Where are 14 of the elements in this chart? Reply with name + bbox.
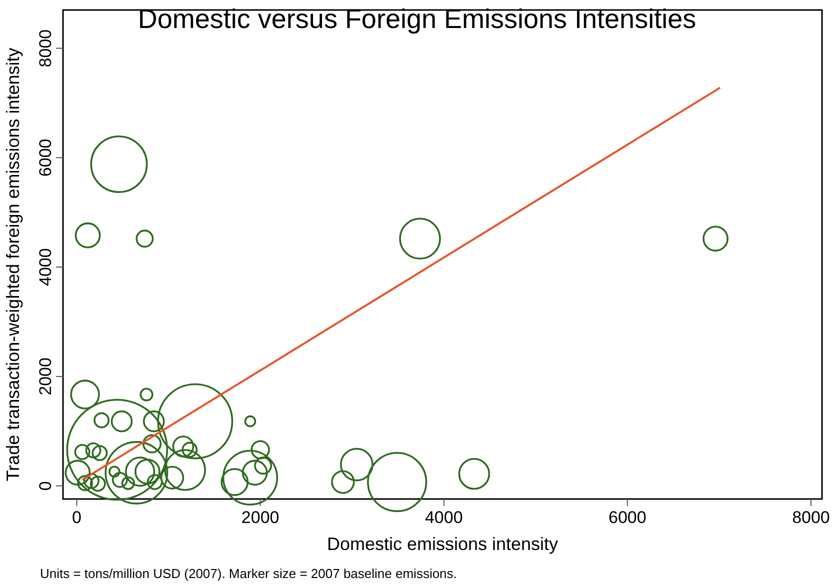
y-tick-label: 0	[36, 481, 55, 491]
x-tick-label: 4000	[424, 508, 463, 527]
x-tick-label: 8000	[792, 508, 830, 527]
x-axis-title: Domestic emissions intensity	[326, 534, 558, 554]
text: Units = tons/million USD (2007). Marker size = 2007 baseline emissions.	[40, 566, 457, 581]
x-tick-label: 6000	[608, 508, 646, 527]
x-tick-label: 0	[72, 508, 82, 527]
y-tick-label: 6000	[36, 138, 55, 177]
y-tick-label: 4000	[36, 248, 55, 286]
y-tick-label: 2000	[36, 358, 55, 396]
x-tick-label: 2000	[241, 508, 280, 527]
y-tick-label: 8000	[36, 29, 55, 68]
chart-title: Domestic versus Foreign Emissions Intensities	[138, 4, 696, 34]
y-axis-title: Trade transaction-weighted foreign emissions intensity	[3, 48, 23, 482]
